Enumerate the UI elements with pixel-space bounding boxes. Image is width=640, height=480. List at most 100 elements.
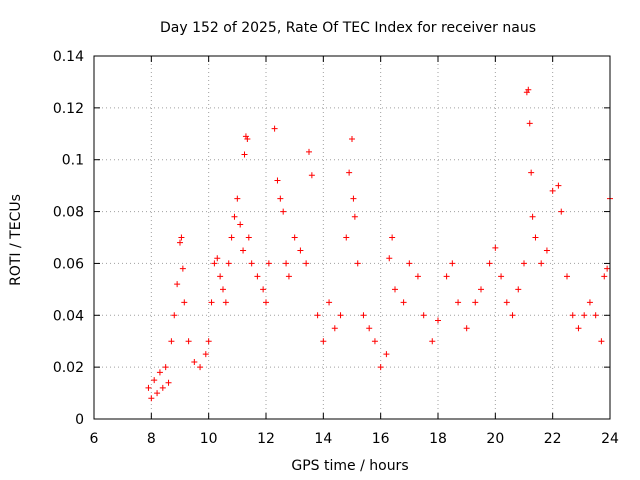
data-point (320, 338, 327, 345)
data-point (463, 325, 470, 332)
data-point (174, 281, 181, 288)
data-point (498, 273, 505, 280)
data-point (177, 239, 183, 246)
data-points (145, 86, 613, 402)
data-point (515, 286, 522, 293)
data-point (549, 187, 556, 194)
data-point (265, 260, 272, 267)
data-point (306, 148, 312, 155)
data-point (242, 133, 249, 140)
data-point (492, 244, 499, 251)
data-point (283, 260, 290, 267)
data-point (564, 273, 570, 280)
data-point (538, 260, 545, 267)
data-point (472, 299, 479, 306)
data-point (331, 325, 338, 332)
data-point (245, 234, 252, 241)
y-tick-label: 0.02 (53, 360, 84, 376)
data-point (371, 338, 378, 345)
data-point (285, 273, 292, 280)
x-tick-label: 16 (372, 431, 390, 447)
data-point (197, 364, 204, 371)
data-point (343, 234, 350, 241)
data-point (162, 364, 169, 371)
data-point (326, 299, 333, 306)
y-tick-label: 0 (75, 412, 84, 428)
data-point (486, 260, 493, 267)
y-tick-label: 0.1 (62, 153, 84, 169)
data-point (240, 247, 247, 254)
x-tick-label: 22 (544, 431, 562, 447)
x-tick-label: 8 (147, 431, 156, 447)
data-point (528, 169, 535, 176)
x-tick-label: 18 (429, 431, 447, 447)
y-axis-label: ROTI / TECUs (8, 194, 24, 286)
data-point (383, 351, 390, 358)
data-point (521, 260, 527, 267)
data-point (569, 312, 576, 319)
data-point (386, 255, 393, 262)
x-tick-label: 24 (601, 431, 619, 447)
data-point (277, 195, 284, 202)
data-point (449, 260, 456, 267)
data-point (555, 182, 562, 189)
data-point (208, 299, 215, 306)
data-point (303, 260, 310, 267)
data-point (503, 299, 510, 306)
data-point (314, 312, 321, 319)
data-point (159, 384, 166, 391)
data-point (151, 377, 158, 384)
data-point (179, 265, 186, 272)
data-point (525, 86, 532, 93)
x-tick-label: 12 (257, 431, 275, 447)
data-point (543, 247, 550, 254)
data-point (234, 195, 241, 202)
data-point (443, 273, 450, 280)
data-point (389, 234, 396, 241)
data-point (191, 358, 198, 365)
data-point (280, 208, 287, 215)
y-tick-label: 0.08 (53, 205, 84, 221)
data-point (581, 312, 588, 319)
data-point (291, 234, 298, 241)
data-point (185, 338, 192, 345)
grid (94, 56, 610, 419)
data-point (586, 299, 593, 306)
data-point (171, 312, 178, 319)
data-point (414, 273, 421, 280)
data-point (308, 172, 315, 179)
data-point (156, 369, 163, 376)
data-point (354, 260, 361, 267)
data-point (205, 338, 212, 345)
data-point (248, 260, 255, 267)
x-tick-label: 10 (200, 431, 218, 447)
data-point (420, 312, 427, 319)
data-point (211, 260, 218, 267)
x-tick-label: 6 (90, 431, 99, 447)
data-point (148, 395, 155, 402)
data-point (532, 234, 539, 241)
data-point (509, 312, 516, 319)
data-point (601, 273, 608, 280)
data-point (260, 286, 267, 293)
y-tick-label: 0.14 (53, 49, 84, 65)
data-point (377, 364, 384, 371)
x-axis-label: GPS time / hours (291, 458, 408, 474)
data-point (592, 312, 599, 319)
data-point (241, 151, 248, 158)
data-point (214, 255, 221, 262)
data-point (350, 195, 357, 202)
data-point (526, 120, 533, 127)
data-point (145, 384, 152, 391)
data-point (181, 299, 188, 306)
axis-ticks: 6 8 10 12 14 16 18 20 22 24 0 0.02 0.04 0.06 0.08 0.1 0.… (53, 49, 619, 447)
data-point (406, 260, 413, 267)
data-point (351, 213, 358, 220)
data-point (558, 208, 565, 215)
data-point (168, 338, 175, 345)
data-point (337, 312, 344, 319)
data-point (263, 299, 269, 306)
data-point (478, 286, 484, 293)
data-point (274, 177, 281, 184)
